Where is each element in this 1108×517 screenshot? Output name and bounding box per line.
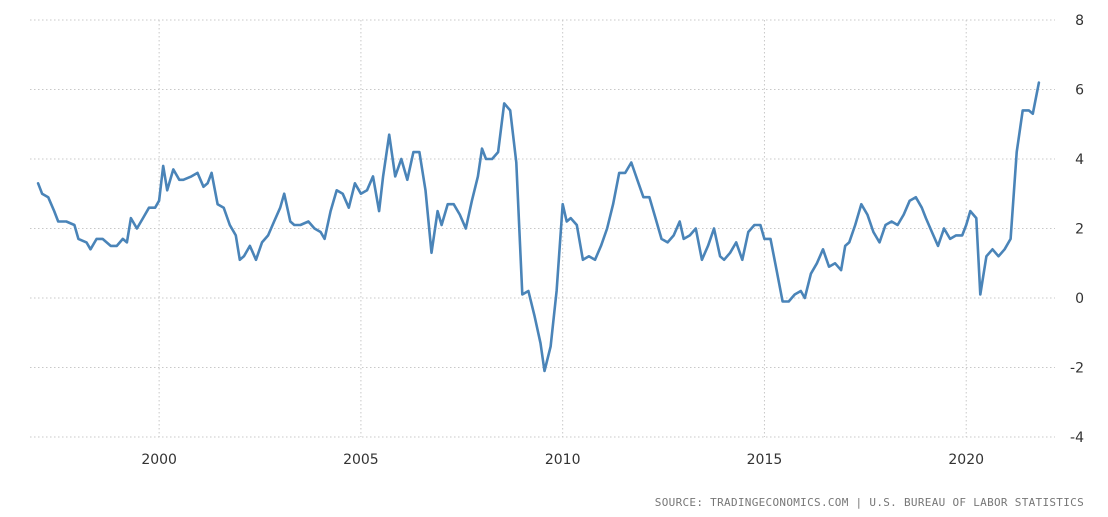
y-tick-label: 0 bbox=[1075, 291, 1084, 307]
grid-lines bbox=[30, 19, 1055, 438]
x-tick-label: 2020 bbox=[948, 452, 984, 468]
y-tick-label: -2 bbox=[1070, 361, 1084, 377]
x-tick-label: 2010 bbox=[545, 452, 581, 468]
x-tick-label: 2000 bbox=[141, 452, 177, 468]
source-caption: SOURCE: TRADINGECONOMICS.COM | U.S. BURE… bbox=[654, 496, 1084, 509]
y-tick-label: 8 bbox=[1075, 13, 1084, 29]
y-tick-label: 2 bbox=[1075, 222, 1084, 238]
y-tick-label: -4 bbox=[1070, 430, 1084, 446]
y-axis-ticks: -4 -2 0 2 4 6 8 bbox=[1070, 13, 1084, 446]
y-tick-label: 6 bbox=[1075, 83, 1084, 99]
x-axis-ticks: 2000 2005 2010 2015 2020 bbox=[141, 452, 984, 468]
series-line bbox=[36, 81, 1041, 373]
x-tick-label: 2005 bbox=[343, 452, 379, 468]
y-tick-label: 4 bbox=[1075, 152, 1084, 168]
x-tick-label: 2015 bbox=[747, 452, 783, 468]
